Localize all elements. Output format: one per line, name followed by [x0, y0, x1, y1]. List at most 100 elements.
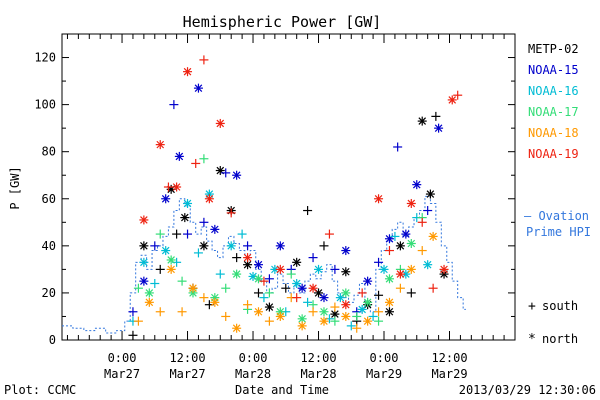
point-stroke-d2	[167, 256, 175, 264]
point-stroke-d2	[189, 284, 197, 293]
south-point	[221, 311, 231, 321]
point-stroke-d2	[407, 265, 416, 274]
south-point	[352, 311, 362, 321]
north-point	[139, 215, 149, 225]
south-point	[395, 283, 405, 293]
south-point	[292, 293, 302, 303]
north-point	[428, 231, 438, 241]
legend-entry: NOAA-19	[528, 147, 579, 161]
point-stroke-d2	[145, 289, 154, 297]
north-point	[193, 83, 203, 93]
north-point	[253, 274, 263, 284]
marker-legend: + south * north	[528, 299, 578, 347]
point-stroke-d2	[172, 183, 181, 191]
north-point	[232, 323, 242, 333]
north-point	[363, 297, 373, 307]
footer-source: Plot: CCMC	[4, 383, 76, 397]
south-point	[330, 264, 340, 274]
point-stroke-d2	[429, 232, 437, 241]
x-tick-label: 0:00	[239, 351, 268, 365]
data-points	[128, 55, 463, 340]
north-point	[406, 198, 416, 208]
point-stroke-d2	[276, 312, 285, 321]
south-point	[417, 246, 427, 256]
point-stroke-d2	[407, 239, 416, 248]
north-point	[183, 67, 193, 77]
south-point	[390, 231, 400, 241]
north-point	[384, 307, 394, 317]
point-stroke-d2	[363, 298, 372, 307]
y-tick-label: 120	[34, 51, 56, 65]
point-stroke-d2	[161, 246, 170, 255]
footer-timestamp: 2013/03/29 12:30:06	[459, 383, 596, 397]
north-point	[180, 213, 190, 223]
point-stroke-d2	[216, 119, 225, 128]
point-stroke-d2	[227, 242, 235, 250]
point-stroke-d2	[161, 194, 170, 203]
north-point	[139, 257, 149, 267]
north-point	[384, 297, 394, 307]
north-point	[406, 264, 416, 274]
north-point	[139, 276, 149, 286]
north-point	[204, 194, 214, 204]
legend-entry: NOAA-17	[528, 105, 579, 119]
legend: METP-02 NOAA-15 NOAA-16 NOAA-17 NOAA-18 NOAA-…	[524, 42, 591, 239]
point-stroke-d2	[140, 277, 148, 285]
north-point	[395, 241, 405, 251]
south-point	[191, 158, 201, 168]
point-stroke-d2	[243, 260, 252, 269]
point-stroke-d2	[358, 305, 366, 314]
south-point	[281, 283, 291, 293]
x-tick-date-label: Mar29	[431, 367, 467, 381]
south-point	[303, 206, 313, 216]
point-stroke-d2	[342, 267, 350, 276]
north-point	[199, 241, 209, 251]
south-point	[193, 248, 203, 258]
y-tick-label: 0	[49, 333, 56, 347]
south-point	[215, 269, 225, 279]
south-point	[199, 217, 209, 227]
north-point	[297, 321, 307, 331]
south-point	[308, 253, 318, 263]
point-stroke-d2	[175, 152, 184, 161]
north-point	[406, 238, 416, 248]
y-tick-label: 40	[42, 239, 56, 253]
north-point	[425, 189, 435, 199]
point-stroke-d2	[194, 84, 203, 92]
y-tick-label: 100	[34, 98, 56, 112]
south-point	[264, 274, 274, 284]
north-point	[341, 300, 351, 310]
south-point	[183, 229, 193, 239]
north-point	[423, 260, 433, 270]
point-stroke-d2	[385, 275, 394, 283]
point-stroke-d2	[140, 242, 148, 250]
south-point	[264, 316, 274, 326]
north-point	[275, 241, 285, 251]
south-point	[163, 182, 173, 192]
north-point	[341, 267, 351, 277]
point-stroke-d2	[418, 117, 427, 125]
point-stroke-d2	[205, 194, 214, 203]
north-point	[253, 260, 263, 270]
point-stroke-d2	[385, 298, 394, 307]
point-stroke-d2	[363, 277, 372, 285]
point-stroke-d2	[314, 289, 323, 297]
point-stroke-d2	[396, 242, 405, 250]
north-point	[215, 118, 225, 128]
south-point	[221, 283, 231, 293]
north-point	[174, 151, 184, 161]
north-point	[275, 264, 285, 274]
south-marker-label: south	[542, 299, 578, 313]
x-tick-date-label: Mar27	[104, 367, 140, 381]
x-tick-label: 12:00	[431, 351, 467, 365]
point-stroke-d2	[292, 279, 301, 288]
point-stroke-d2	[440, 265, 448, 274]
north-point	[292, 279, 302, 289]
north-point	[144, 297, 154, 307]
north-marker-label: north	[542, 332, 578, 346]
north-point	[215, 166, 225, 176]
south-marker-symbol: +	[528, 299, 536, 314]
south-point	[368, 311, 378, 321]
x-tick-date-label: Mar27	[169, 367, 205, 381]
